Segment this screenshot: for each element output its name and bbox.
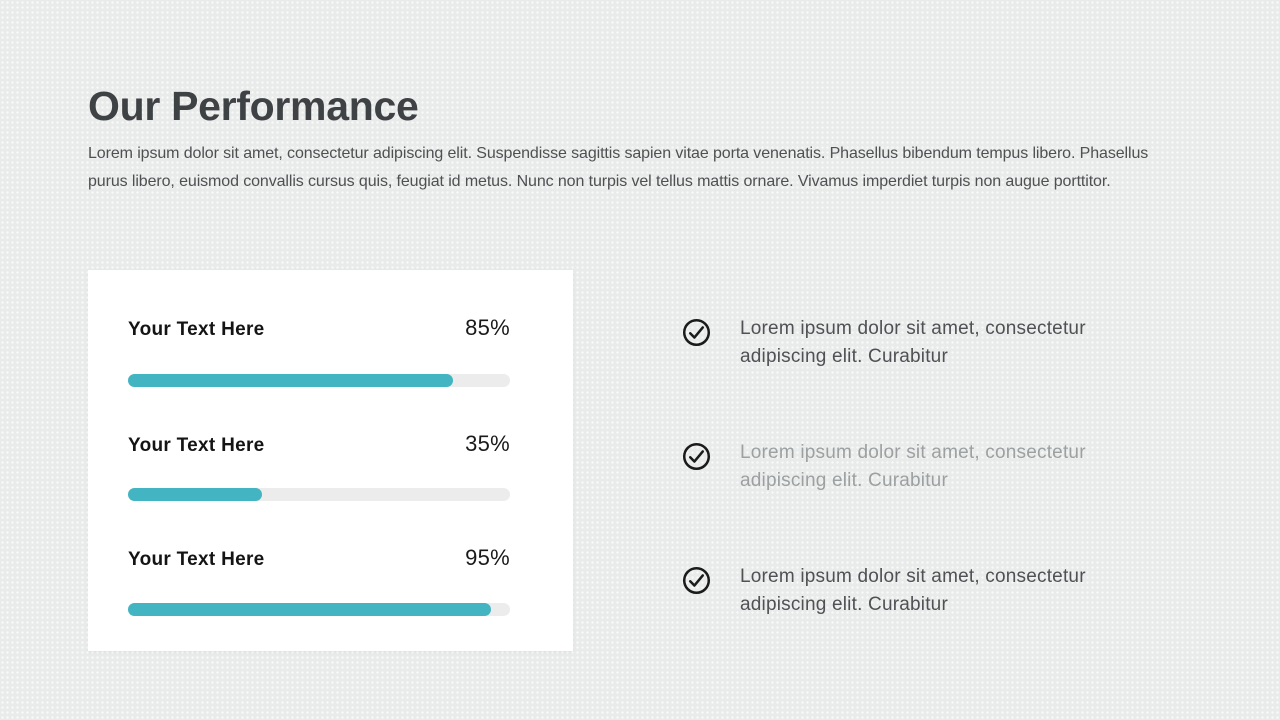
progress-row: Your Text Here 85% <box>128 315 510 341</box>
checklist-item-text: Lorem ipsum dolor sit amet, consectetur … <box>740 566 1086 615</box>
progress-bar-fill <box>128 603 491 616</box>
progress-card: Your Text Here 85% Your Text Here 35% Yo… <box>88 270 573 651</box>
check-circle-icon <box>682 318 711 347</box>
progress-row: Your Text Here 35% <box>128 431 510 457</box>
page-title: Our Performance <box>88 83 419 130</box>
checklist-item-text: Lorem ipsum dolor sit amet, consectetur … <box>740 442 1086 491</box>
progress-bar-fill <box>128 374 453 387</box>
progress-row: Your Text Here 95% <box>128 545 510 571</box>
progress-bar-track <box>128 603 510 616</box>
checklist-item: Lorem ipsum dolor sit amet, consectetur … <box>682 315 1102 370</box>
progress-value: 35% <box>465 431 510 456</box>
progress-bar-fill <box>128 488 262 501</box>
intro-line-1: Lorem ipsum dolor sit amet, consectetur … <box>88 145 1149 162</box>
progress-value: 85% <box>465 315 510 340</box>
intro-paragraph: Lorem ipsum dolor sit amet, consectetur … <box>88 140 1148 196</box>
progress-bar-track <box>128 374 510 387</box>
checklist-item: Lorem ipsum dolor sit amet, consectetur … <box>682 439 1102 494</box>
progress-value: 95% <box>465 545 510 570</box>
checklist-item-text: Lorem ipsum dolor sit amet, consectetur … <box>740 318 1086 367</box>
check-circle-icon <box>682 566 711 595</box>
check-circle-icon <box>682 442 711 471</box>
checklist-item: Lorem ipsum dolor sit amet, consectetur … <box>682 563 1102 618</box>
progress-label: Your Text Here <box>128 319 265 340</box>
progress-bar-track <box>128 488 510 501</box>
progress-label: Your Text Here <box>128 435 265 456</box>
intro-line-2: purus libero, euismod convallis cursus q… <box>88 173 1111 190</box>
progress-label: Your Text Here <box>128 549 265 570</box>
